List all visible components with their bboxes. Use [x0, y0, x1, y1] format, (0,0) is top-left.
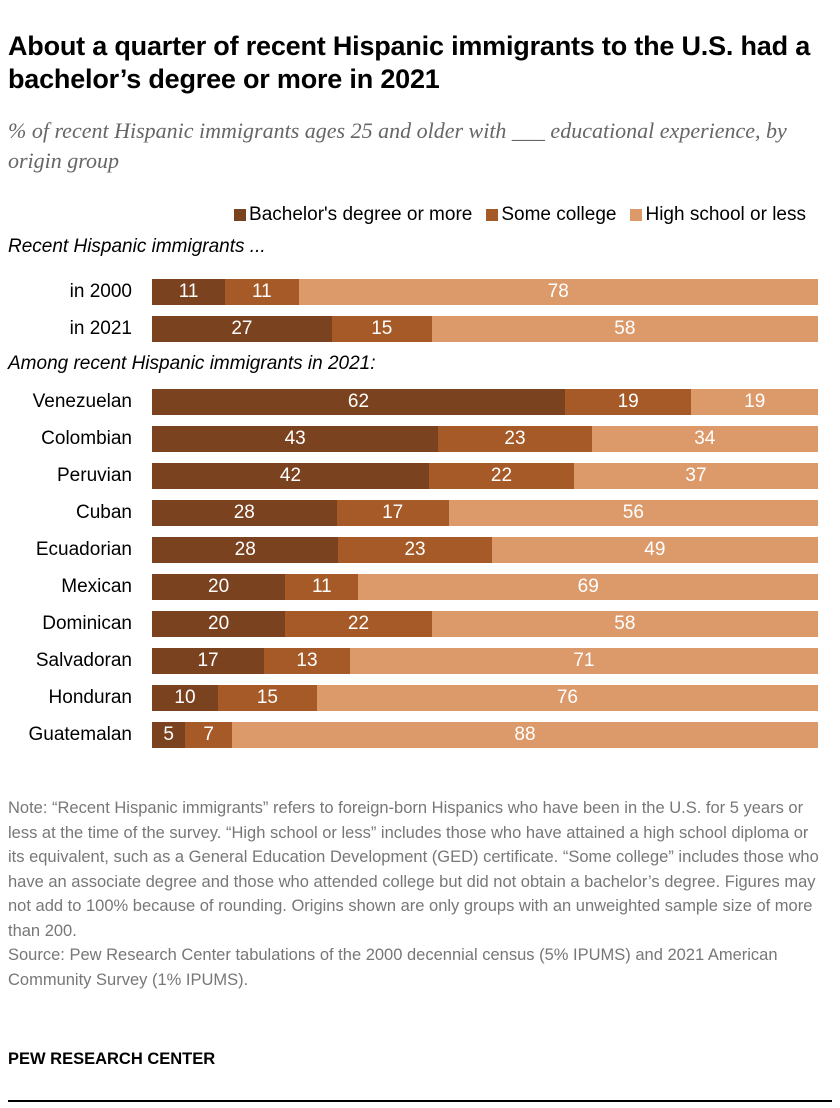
bar-segment: 58 — [431, 611, 818, 637]
notes: Note: “Recent Hispanic immigrants” refer… — [8, 796, 828, 992]
bar-segment: 34 — [591, 426, 818, 452]
bar-segment: 17 — [336, 500, 449, 526]
bar-segment: 69 — [358, 574, 818, 600]
bar-segment: 15 — [217, 685, 317, 711]
bar-segment: 27 — [152, 316, 332, 342]
category-label: Peruvian — [57, 465, 132, 486]
category-label: Cuban — [76, 502, 132, 523]
bar-segment: 20 — [152, 611, 286, 637]
category-label: Colombian — [41, 428, 132, 449]
legend-swatch — [234, 209, 247, 221]
category-label: Honduran — [48, 687, 132, 708]
bar-segment: 76 — [316, 685, 818, 711]
bar-segment: 71 — [349, 648, 818, 674]
bar-segment: 17 — [152, 648, 265, 674]
bar-segment: 43 — [152, 426, 439, 452]
bar-segment: 11 — [285, 574, 359, 600]
source-text: Source: Pew Research Center tabulations … — [8, 946, 778, 989]
category-label: Mexican — [61, 576, 132, 597]
legend-label: Bachelor's degree or more — [249, 204, 473, 225]
chart-title: About a quarter of recent Hispanic immig… — [8, 31, 811, 94]
bar-segment: 88 — [231, 722, 818, 748]
legend: Bachelor's degree or more Some college Hig… — [234, 204, 806, 226]
bar-segment: 58 — [431, 316, 818, 342]
category-label: Dominican — [42, 613, 132, 634]
bar-segment: 20 — [152, 574, 286, 600]
bar-segment: 10 — [152, 685, 218, 711]
group-heading: Recent Hispanic immigrants ... — [8, 236, 266, 257]
bar-segment: 19 — [691, 389, 818, 415]
bar-segment: 78 — [298, 279, 818, 305]
bar-segment: 62 — [152, 389, 565, 415]
bar-segment: 22 — [285, 611, 432, 637]
bar-segment: 19 — [564, 389, 692, 415]
group-heading: Among recent Hispanic immigrants in 2021… — [8, 353, 376, 374]
category-label: Ecuadorian — [35, 539, 132, 560]
bar-segment: 28 — [152, 500, 337, 526]
legend-item: High school or less — [630, 204, 806, 226]
bar-segment: 22 — [428, 463, 574, 489]
chart-subtitle: % of recent Hispanic immigrants ages 25 … — [8, 118, 787, 173]
bar-segment: 23 — [338, 537, 492, 563]
category-label: Venezuelan — [32, 391, 132, 412]
bar-segment: 13 — [264, 648, 350, 674]
legend-swatch — [630, 209, 643, 221]
bar-segment: 42 — [152, 463, 429, 489]
bottom-rule — [8, 1100, 832, 1102]
bar-segment: 49 — [491, 537, 818, 563]
bar-segment: 28 — [152, 537, 339, 563]
category-label: in 2021 — [69, 318, 132, 339]
legend-swatch — [486, 209, 499, 221]
legend-label: Some college — [501, 204, 617, 225]
category-label: in 2000 — [69, 281, 132, 302]
legend-item: Some college — [486, 204, 616, 226]
bar-segment: 37 — [574, 463, 818, 489]
bar-segment: 15 — [331, 316, 432, 342]
bar-segment: 5 — [152, 722, 186, 748]
legend-item: Bachelor's degree or more — [234, 204, 472, 226]
bar-segment: 11 — [152, 279, 226, 305]
category-label: Guatemalan — [28, 724, 132, 745]
bar-segment: 7 — [185, 722, 232, 748]
bar-segment: 11 — [225, 279, 299, 305]
brand-logo-text: PEW RESEARCH CENTER — [8, 1050, 216, 1068]
bar-segment: 23 — [438, 426, 592, 452]
note-text: Note: “Recent Hispanic immigrants” refer… — [8, 799, 819, 940]
category-label: Salvadoran — [35, 650, 132, 671]
legend-label: High school or less — [645, 204, 806, 225]
bar-segment: 56 — [448, 500, 818, 526]
